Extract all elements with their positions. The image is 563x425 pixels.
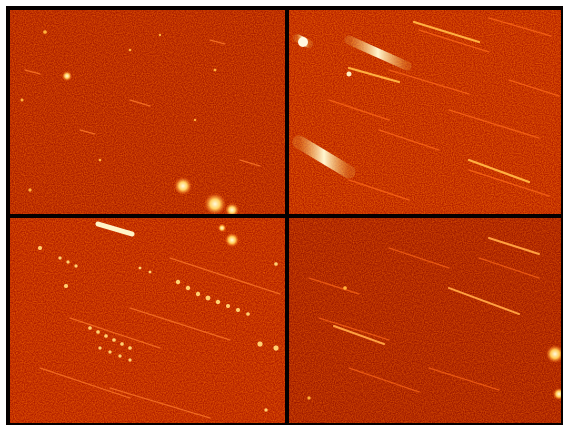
panel-top-left-image [10, 10, 285, 214]
panel-bottom-right [289, 218, 561, 423]
panel-top-right-image [289, 10, 561, 214]
panel-top-right [289, 10, 561, 214]
panel-bottom-left [10, 218, 285, 423]
panel-bottom-left-image [10, 218, 285, 423]
panel-bottom-right-image [289, 218, 561, 423]
panel-top-left [10, 10, 285, 214]
astronomy-mosaic [6, 6, 563, 425]
